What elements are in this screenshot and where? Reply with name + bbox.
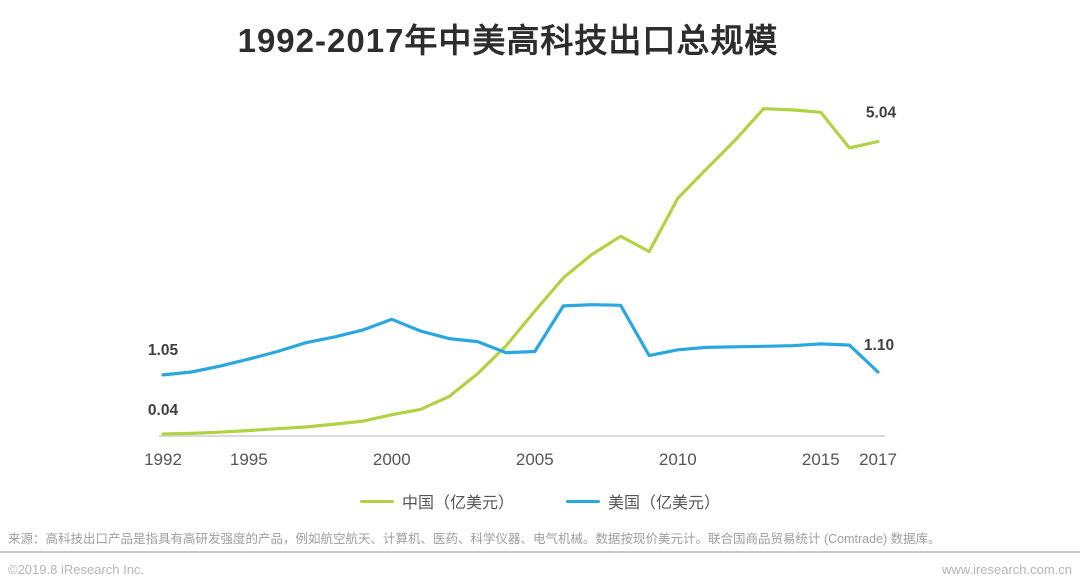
website-text: www.iresearch.com.cn: [941, 562, 1072, 577]
us-line-swatch-icon: [566, 499, 600, 503]
us-series-line: [161, 303, 880, 377]
line-chart: 1992 1995 2000 2005 2010 2015 2017 1.05 0.04 5.04…: [144, 105, 897, 470]
data-label-5.04: 5.04: [866, 105, 897, 122]
x-tick-label-2000: 2000: [373, 450, 411, 469]
x-tick-label-2010: 2010: [659, 450, 697, 469]
chart-legend: 中国（亿美元） 美国（亿美元）: [0, 489, 1080, 513]
china-line-swatch-icon: [359, 499, 394, 503]
footer-bar: ©2019.8 iResearch Inc. www.iresearch.com…: [8, 562, 1072, 577]
x-tick-label-2005: 2005: [516, 450, 554, 469]
x-tick-label-1995: 1995: [230, 450, 268, 469]
china-series-line: [161, 107, 880, 436]
data-label-1.05: 1.05: [148, 342, 179, 359]
copyright-text: ©2019.8 iResearch Inc.: [8, 562, 145, 577]
data-label-1.10: 1.10: [864, 337, 894, 354]
x-tick-label-2015: 2015: [802, 450, 840, 469]
source-note: 来源：高科技出口产品是指具有高研发强度的产品，例如航空航天、计算机、医药、科学仪…: [8, 532, 941, 546]
legend-label-us: 美国（亿美元）: [608, 495, 721, 512]
chart-title: 1992-2017年中美高科技出口总规模: [237, 22, 779, 59]
data-label-0.04: 0.04: [148, 402, 179, 419]
legend-item-china: 中国（亿美元）: [359, 489, 514, 513]
legend-label-china: 中国（亿美元）: [401, 495, 514, 512]
x-tick-label-2017: 2017: [859, 450, 897, 469]
x-tick-label-1992: 1992: [144, 450, 182, 469]
footer-divider: [0, 551, 1080, 553]
legend-item-us: 美国（亿美元）: [566, 489, 720, 513]
